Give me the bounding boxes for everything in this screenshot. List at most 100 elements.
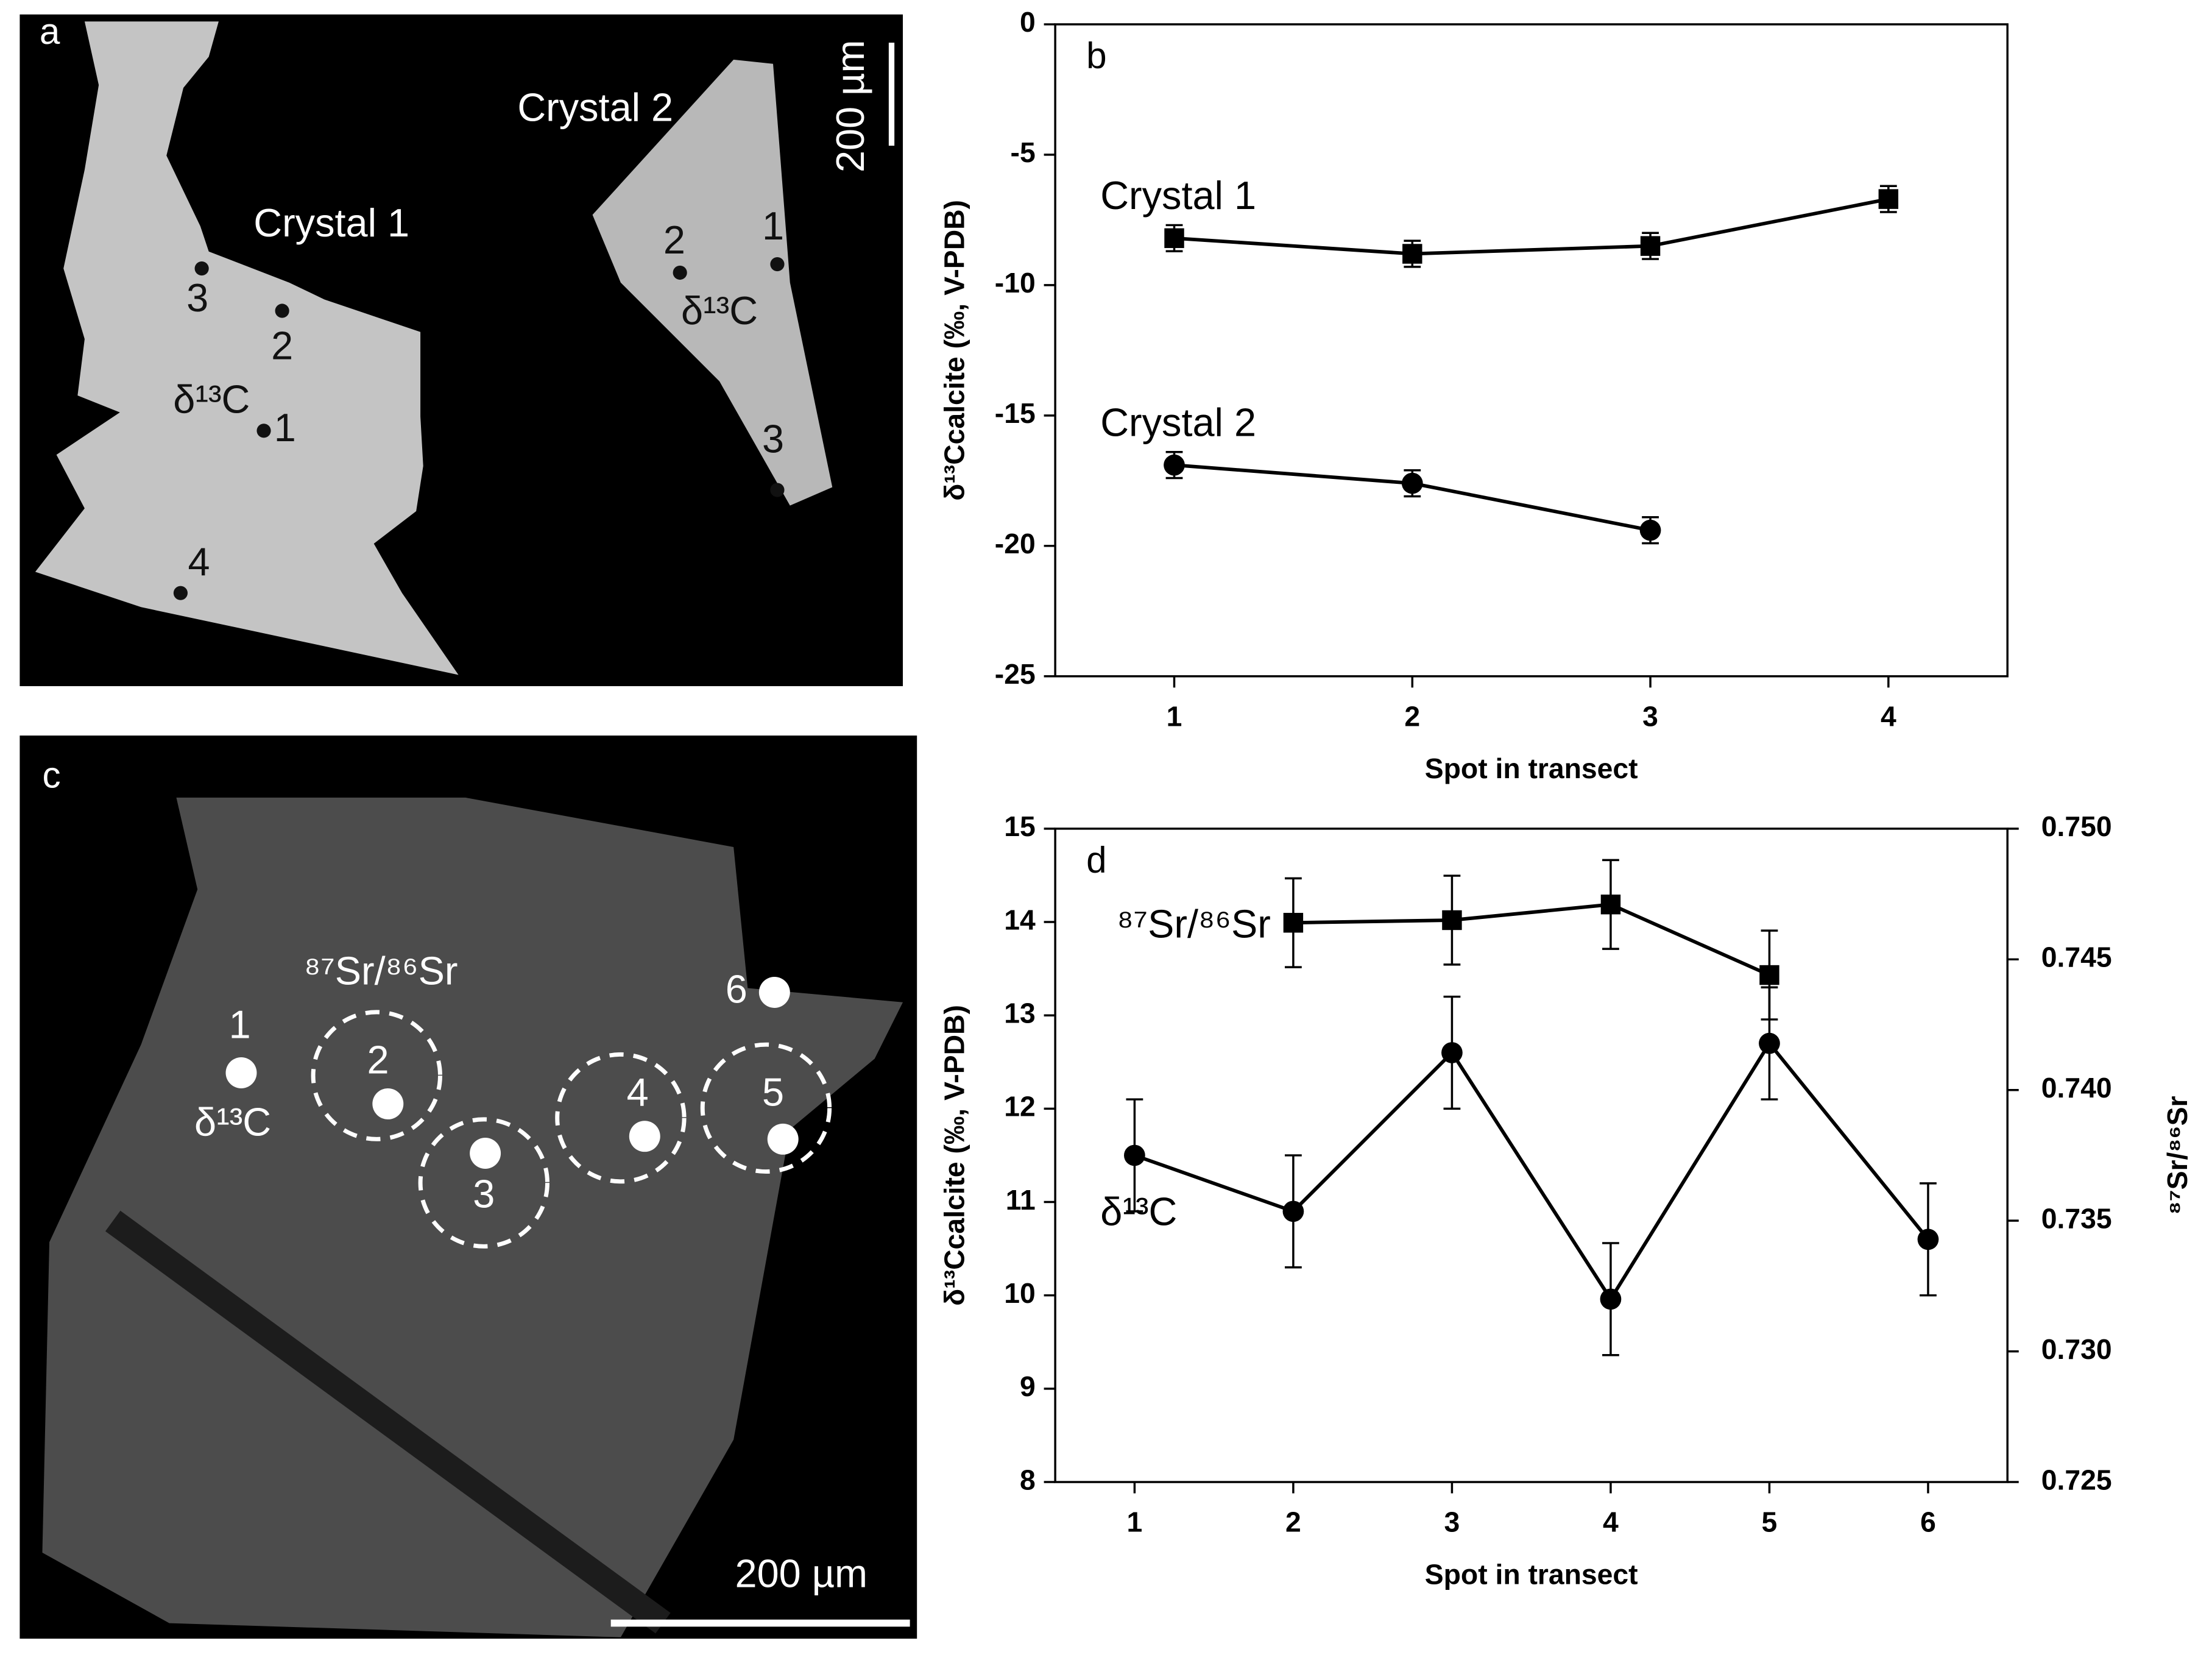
- panel-label: c: [42, 754, 60, 795]
- x-tick-label: 4: [1881, 700, 1896, 732]
- marker: [1441, 1042, 1463, 1063]
- marker: [1640, 236, 1661, 256]
- series-line: [1174, 197, 1889, 256]
- crystal-2: [592, 59, 833, 506]
- spot-label: 5: [762, 1070, 784, 1115]
- series-label: ⁸⁷Sr/⁸⁶Sr: [1117, 901, 1271, 946]
- y2-axis-label: ⁸⁷Sr/⁸⁶Sr: [2161, 1096, 2193, 1215]
- y-tick-label: 8: [1020, 1464, 1036, 1495]
- y2-tick-label: 0.745: [2041, 941, 2112, 973]
- y-tick-label: 15: [1004, 810, 1036, 842]
- spot-label: 3: [473, 1171, 495, 1216]
- crystal-label: Crystal 1: [253, 200, 409, 245]
- x-axis-label: Spot in transect: [1425, 753, 1638, 784]
- spot: [629, 1121, 660, 1152]
- x-tick-label: 2: [1285, 1506, 1301, 1538]
- panel-a: a Crystal 1 Crystal 2 200 µm 3 2 1 4 δ¹³…: [19, 11, 903, 686]
- spot-label: 4: [627, 1070, 649, 1115]
- sr-spot-ring: [418, 1117, 549, 1249]
- marker: [1600, 1288, 1622, 1310]
- x-tick-label: 2: [1404, 700, 1420, 732]
- marker: [1124, 1144, 1145, 1166]
- y2-tick-label: 0.725: [2041, 1464, 2112, 1495]
- panel-label: d: [1086, 839, 1106, 880]
- y-tick-label: -10: [995, 267, 1036, 299]
- marker: [1442, 910, 1462, 931]
- spot: [372, 1088, 404, 1119]
- isotope-label: δ¹³C: [194, 1099, 271, 1144]
- x-tick-label: 4: [1603, 1506, 1619, 1538]
- marker: [1759, 1032, 1780, 1054]
- x-tick-label: 6: [1920, 1506, 1936, 1538]
- marker: [1164, 228, 1184, 249]
- x-tick-label: 1: [1167, 700, 1182, 732]
- scale-label: 200 µm: [735, 1551, 868, 1595]
- y-tick-label: 14: [1004, 904, 1036, 935]
- series-label: Crystal 1: [1100, 173, 1256, 218]
- sr-spot-ring: [700, 1042, 832, 1174]
- y2-tick-label: 0.730: [2041, 1333, 2112, 1365]
- spot: [470, 1138, 501, 1169]
- scale-label: 200 µm: [828, 40, 872, 172]
- spot-label: 2: [271, 324, 293, 368]
- isotope-label: ⁸⁷Sr/⁸⁶Sr: [304, 949, 458, 993]
- marker: [1600, 895, 1621, 915]
- isotope-label: δ¹³C: [681, 288, 758, 333]
- spot-label: 4: [188, 539, 210, 584]
- y-tick-label: -25: [995, 658, 1036, 690]
- series-label: δ¹³C: [1100, 1189, 1177, 1233]
- y2-tick-label: 0.735: [2041, 1202, 2112, 1234]
- panel-label: b: [1086, 35, 1106, 76]
- plot-frame: [1054, 828, 2009, 1483]
- y-tick-label: -5: [1011, 137, 1036, 168]
- crystal: [42, 797, 903, 1637]
- y-tick-label: 10: [1004, 1277, 1036, 1309]
- series-label: Crystal 2: [1100, 400, 1256, 444]
- spot: [194, 261, 209, 276]
- y2-tick-label: 0.750: [2041, 810, 2112, 842]
- spot: [770, 257, 785, 272]
- spot-label: 1: [274, 405, 296, 450]
- crack: [105, 1210, 671, 1634]
- marker: [1878, 189, 1899, 209]
- y-tick-label: 12: [1004, 1091, 1036, 1122]
- isotope-label: δ¹³C: [173, 377, 250, 422]
- x-tick-label: 1: [1127, 1506, 1143, 1538]
- series-line: [1293, 902, 1770, 977]
- spot-label: 2: [367, 1037, 389, 1082]
- spot: [173, 586, 188, 600]
- panel-c: c 200 µm ⁸⁷Sr/⁸⁶Sr δ¹³C 1 2 3 4 5 6: [19, 736, 917, 1639]
- marker: [1639, 519, 1661, 541]
- spot-label: 3: [762, 416, 784, 461]
- y-axis-label: δ¹³Ccalcite (‰, V-PDB): [938, 1005, 970, 1306]
- marker: [1282, 1200, 1304, 1222]
- spot-label: 3: [186, 275, 208, 320]
- spot-label: 1: [762, 204, 784, 248]
- marker: [1164, 454, 1185, 476]
- spot: [275, 303, 289, 318]
- marker: [1401, 472, 1423, 494]
- spot: [256, 424, 271, 438]
- series-line: [1134, 1040, 1930, 1303]
- x-axis-label: Spot in transect: [1425, 1558, 1638, 1590]
- y-tick-label: -20: [995, 528, 1036, 559]
- spot: [767, 1123, 799, 1155]
- y-axis-label: δ¹³Ccalcite (‰, V-PDB): [938, 200, 970, 501]
- marker: [1917, 1229, 1939, 1250]
- sr-spot-ring: [555, 1052, 687, 1184]
- spot-label: 2: [663, 218, 685, 262]
- marker: [1283, 913, 1304, 933]
- y2-tick-label: 0.740: [2041, 1072, 2112, 1104]
- spot: [225, 1057, 257, 1088]
- y-tick-label: 11: [1006, 1184, 1036, 1216]
- marker: [1759, 965, 1779, 985]
- plot-frame: [1054, 23, 2009, 678]
- crystal-1: [35, 21, 459, 675]
- spot: [758, 977, 790, 1008]
- y-tick-label: 13: [1004, 997, 1036, 1029]
- spot-label: 6: [726, 967, 747, 1012]
- x-tick-label: 5: [1762, 1506, 1778, 1538]
- marker: [1402, 244, 1422, 264]
